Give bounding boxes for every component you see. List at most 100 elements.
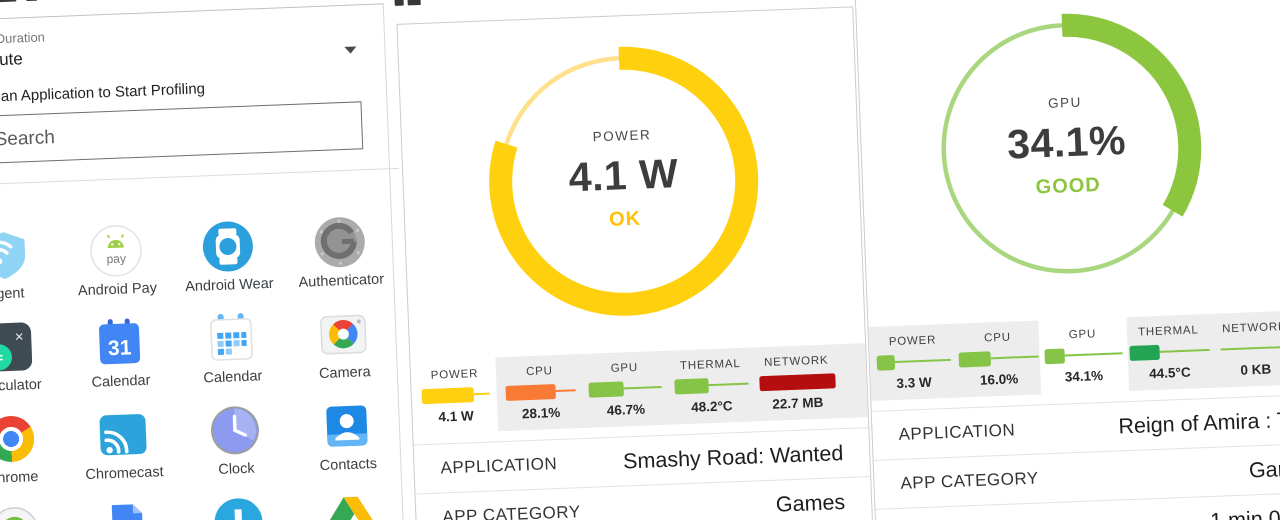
stat-bar	[420, 386, 490, 404]
info-rows: APPLICATION Reign of Amira : TLK APP CAT…	[871, 392, 1280, 520]
app-label: Authenticator	[298, 271, 385, 291]
calculator-icon: × =	[0, 322, 33, 372]
metric-strip: POWER 4.1 W CPU 28.1% GPU	[410, 343, 868, 434]
app-item-calendar-dots[interactable]: Calendar	[174, 296, 289, 392]
app-label: Chrome	[0, 468, 39, 487]
stat-cpu[interactable]: CPU 28.1%	[496, 354, 584, 431]
stat-value: 3.3 W	[896, 374, 933, 391]
chrome-icon	[0, 412, 38, 466]
stat-network[interactable]: NETWORK 0 KB	[1211, 311, 1280, 388]
app-item-android-wear[interactable]: Android Wear	[170, 204, 285, 300]
gpu-gauge	[932, 13, 1202, 283]
row-value: 1 min 0 sec	[1210, 504, 1280, 520]
stat-bar	[1219, 339, 1280, 358]
stat-value: 4.1 W	[438, 407, 474, 425]
row-value: Smashy Road: Wanted	[622, 440, 844, 473]
stat-power[interactable]: POWER 4.1 W	[411, 357, 499, 434]
row-value: Reign of Amira : TLK	[1117, 406, 1280, 438]
drive-icon	[327, 496, 375, 520]
duration-value: 1 Minute	[0, 49, 24, 71]
stat-gpu[interactable]: GPU 34.1%	[1039, 317, 1127, 394]
search-box	[0, 101, 364, 167]
target-icon	[0, 507, 39, 520]
app-item-clock[interactable]: Clock	[177, 388, 292, 484]
power-gauge	[489, 46, 759, 316]
app-item-downloads[interactable]	[181, 480, 296, 520]
stat-bar	[588, 379, 662, 398]
stat-network[interactable]: NETWORK 22.7 MB	[753, 344, 841, 421]
app-item-android-pay[interactable]: pay Android Pay	[58, 209, 173, 305]
row-label: APPLICATION	[898, 420, 1016, 444]
app-item-calendar-blue[interactable]: 31 Calendar	[62, 301, 177, 397]
gauge-value: 4.1 W	[567, 150, 680, 201]
stat-label: NETWORK	[1221, 320, 1280, 335]
duration-select[interactable]: 1 Minute	[0, 35, 385, 78]
select-app-heading: Select an Application to Start Profiling	[0, 80, 206, 107]
android-pay-icon: pay	[90, 225, 142, 277]
power-metric-card: POWER 4.1 W OK POWER 4.1 W CPU 28.1%	[396, 6, 877, 520]
camera-icon	[320, 314, 367, 355]
calendar-blue-icon: 31	[98, 318, 141, 365]
stat-value: 28.1%	[521, 404, 561, 421]
stat-label: THERMAL	[1137, 323, 1199, 339]
row-label: APP CATEGORY	[442, 502, 581, 520]
stat-value: 0 KB	[1240, 361, 1272, 378]
stat-label: THERMAL	[679, 357, 741, 372]
info-rows: APPLICATION Smashy Road: Wanted APP CATE…	[413, 427, 873, 520]
stat-thermal[interactable]: THERMAL 44.5°C	[1125, 314, 1213, 391]
stat-label: CPU	[525, 364, 553, 378]
search-input[interactable]	[0, 103, 338, 164]
svg-text:pay: pay	[106, 251, 126, 266]
docs-icon	[111, 504, 144, 520]
svg-text:31: 31	[108, 336, 133, 360]
gpu-metric-card: GPU 34.1% GOOD POWER 3.3 W CPU	[854, 0, 1280, 520]
app-label: Calculator	[0, 376, 43, 396]
app-item-camera[interactable]: Camera	[286, 292, 401, 388]
gauge-value: 34.1%	[1006, 116, 1127, 168]
svg-text:=: =	[0, 349, 3, 365]
stat-label: POWER	[430, 367, 479, 382]
stat-bar	[673, 376, 749, 394]
divider	[0, 167, 400, 188]
clipped-text-fragment	[0, 0, 17, 3]
app-item-contacts[interactable]: Contacts	[289, 384, 404, 480]
stat-bar	[1043, 346, 1123, 364]
row-label: APPLICATION	[440, 454, 558, 478]
stat-value: 46.7%	[606, 401, 646, 418]
app-item-docs[interactable]	[69, 484, 184, 520]
stat-label: POWER	[888, 333, 937, 348]
stat-bar	[876, 352, 951, 371]
stat-label: CPU	[983, 331, 1012, 345]
stat-thermal[interactable]: THERMAL 48.2°C	[667, 347, 755, 424]
app-item-calculator[interactable]: × = Calculator	[0, 305, 66, 401]
app-item-chrome[interactable]: Chrome	[0, 397, 69, 493]
stat-label: NETWORK	[763, 354, 829, 369]
app-item-agent[interactable]: Agent	[0, 213, 62, 309]
row-label: APP CATEGORY	[900, 468, 1040, 493]
app-label: Agent	[0, 285, 25, 303]
stat-cpu[interactable]: CPU 16.0%	[954, 320, 1042, 397]
stat-value: 44.5°C	[1148, 364, 1191, 381]
stat-bar	[504, 383, 576, 401]
downloads-icon	[214, 498, 263, 520]
calendar-dots-icon	[210, 313, 253, 361]
app-item-authenticator[interactable]: Authenticator	[282, 200, 397, 296]
stat-value: 22.7 MB	[772, 394, 824, 412]
app-label: Android Pay	[77, 280, 158, 300]
app-item-target[interactable]	[0, 489, 73, 520]
app-label: Camera	[318, 364, 371, 383]
duration-label: Duration	[0, 29, 46, 47]
shield-agent-icon	[0, 232, 26, 280]
stat-value: 48.2°C	[690, 397, 733, 415]
row-value: Games	[775, 489, 846, 517]
clock-icon	[210, 406, 259, 455]
stat-bar	[957, 349, 1039, 368]
stat-value: 16.0%	[979, 370, 1019, 388]
app-item-drive[interactable]: Drive	[293, 476, 408, 520]
metric-strip: POWER 3.3 W CPU 16.0% GPU	[868, 308, 1280, 401]
stat-power[interactable]: POWER 3.3 W	[869, 324, 957, 401]
stat-gpu[interactable]: GPU 46.7%	[581, 351, 669, 428]
app-item-chromecast[interactable]: Chromecast	[66, 393, 181, 489]
